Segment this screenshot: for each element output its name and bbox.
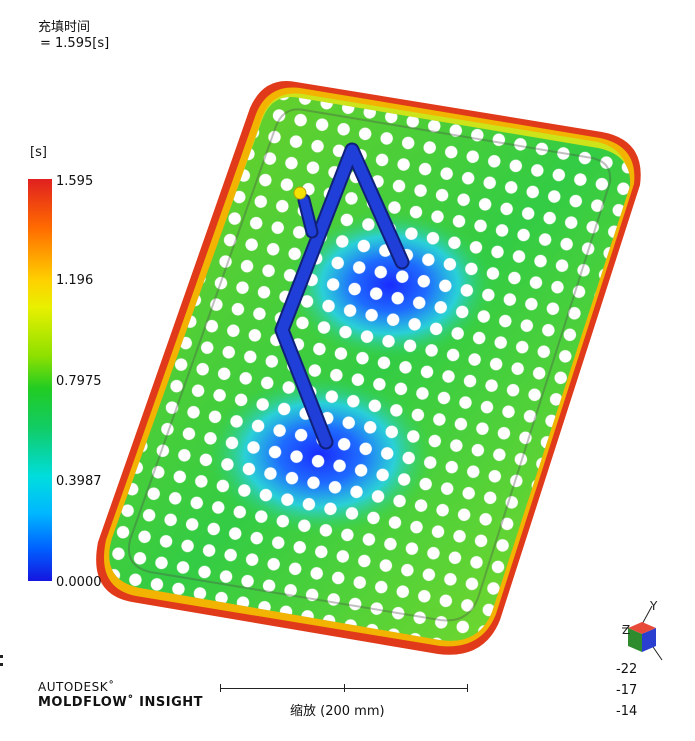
- axis-value-1: -22: [616, 662, 638, 677]
- orientation-cube-icon: Y Z: [622, 599, 663, 661]
- axis-y-label: Y: [649, 599, 658, 613]
- legend-tick-min: 0.0000: [56, 575, 102, 590]
- legend-tick-2: 1.196: [56, 273, 94, 288]
- scale-tick-left: [220, 684, 221, 692]
- legend-tick-max: 1.595: [56, 174, 94, 189]
- legend-tick-3: 0.7975: [56, 374, 102, 389]
- axis-value-2: -17: [616, 683, 638, 698]
- injection-point-icon: [293, 186, 307, 200]
- edge-marker-icon: [0, 655, 3, 666]
- brand-product: MOLDFLOW˚ INSIGHT: [38, 695, 204, 710]
- scale-tick-right: [467, 684, 468, 692]
- scale-label: 缩放 (200 mm): [290, 704, 385, 719]
- runner-system: [274, 142, 410, 450]
- axis-z-label: Z: [622, 623, 630, 637]
- legend-unit: [s]: [30, 145, 47, 160]
- legend-tick-4: 0.3987: [56, 474, 102, 489]
- axis-triad[interactable]: Y Z -22 -17 -14: [600, 598, 695, 719]
- result-value: = 1.595[s]: [40, 36, 110, 51]
- legend-color-bar: [28, 179, 52, 581]
- result-title: 充填时间: [38, 20, 91, 35]
- axis-value-3: -14: [616, 704, 638, 719]
- brand-company: AUTODESK˚: [38, 680, 115, 694]
- scale-tick-mid: [344, 684, 345, 692]
